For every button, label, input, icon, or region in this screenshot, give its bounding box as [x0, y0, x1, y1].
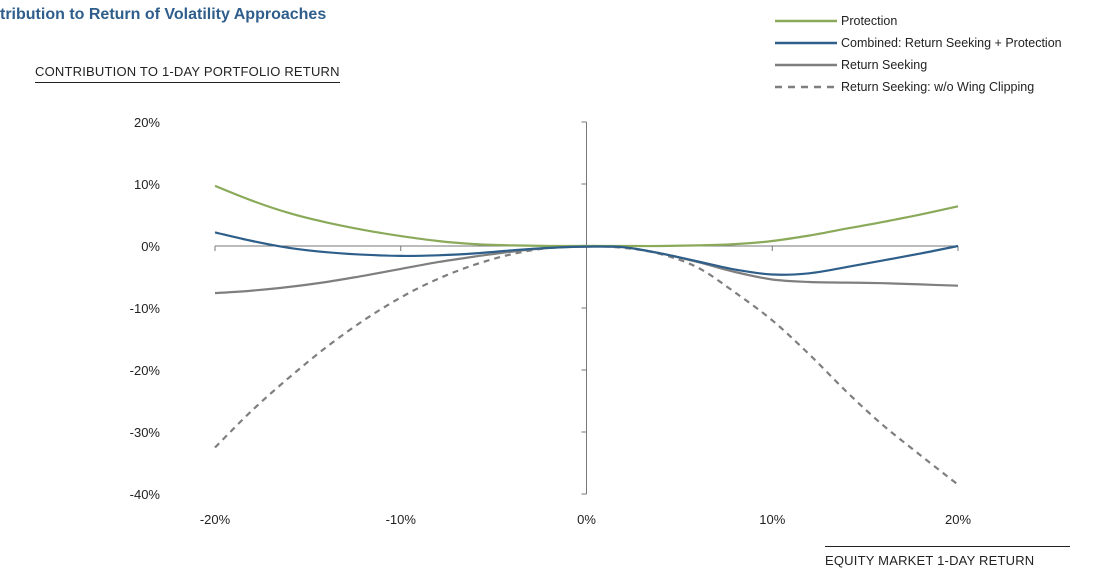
legend-label: Return Seeking: [841, 58, 928, 72]
chart-legend: Protection Combined: Return Seeking + Pro…: [775, 10, 1062, 98]
y-tick-label: -30%: [130, 425, 161, 440]
legend-swatch: [775, 63, 837, 67]
x-tick-label: 0%: [577, 512, 596, 527]
legend-item: Combined: Return Seeking + Protection: [775, 32, 1062, 54]
x-tick-label: -10%: [386, 512, 417, 527]
legend-swatch: [775, 19, 837, 23]
y-tick-label: 10%: [134, 177, 160, 192]
chart-title: tribution to Return of Volatility Approa…: [0, 6, 327, 23]
legend-item: Return Seeking: [775, 54, 1062, 76]
y-tick-label: -20%: [130, 363, 161, 378]
y-tick-label: -10%: [130, 301, 161, 316]
x-tick-label: 10%: [759, 512, 785, 527]
legend-label: Combined: Return Seeking + Protection: [841, 36, 1062, 50]
legend-label: Protection: [841, 14, 898, 28]
x-tick-label: 20%: [945, 512, 971, 527]
series-line-combined-return-seeking-protection: [214, 231, 959, 276]
legend-item: Protection: [775, 10, 1062, 32]
legend-item: Return Seeking: w/o Wing Clipping: [775, 76, 1062, 98]
legend-label: Return Seeking: w/o Wing Clipping: [841, 80, 1035, 94]
y-tick-label: -40%: [130, 487, 161, 502]
y-axis-label: CONTRIBUTION TO 1-DAY PORTFOLIO RETURN: [35, 64, 340, 83]
legend-swatch: [775, 41, 837, 45]
legend-swatch: [775, 85, 837, 89]
x-tick-label: -20%: [200, 512, 231, 527]
y-tick-label: 20%: [134, 115, 160, 130]
y-tick-label: 0%: [141, 239, 160, 254]
x-axis-label: EQUITY MARKET 1-DAY RETURN: [825, 546, 1070, 568]
